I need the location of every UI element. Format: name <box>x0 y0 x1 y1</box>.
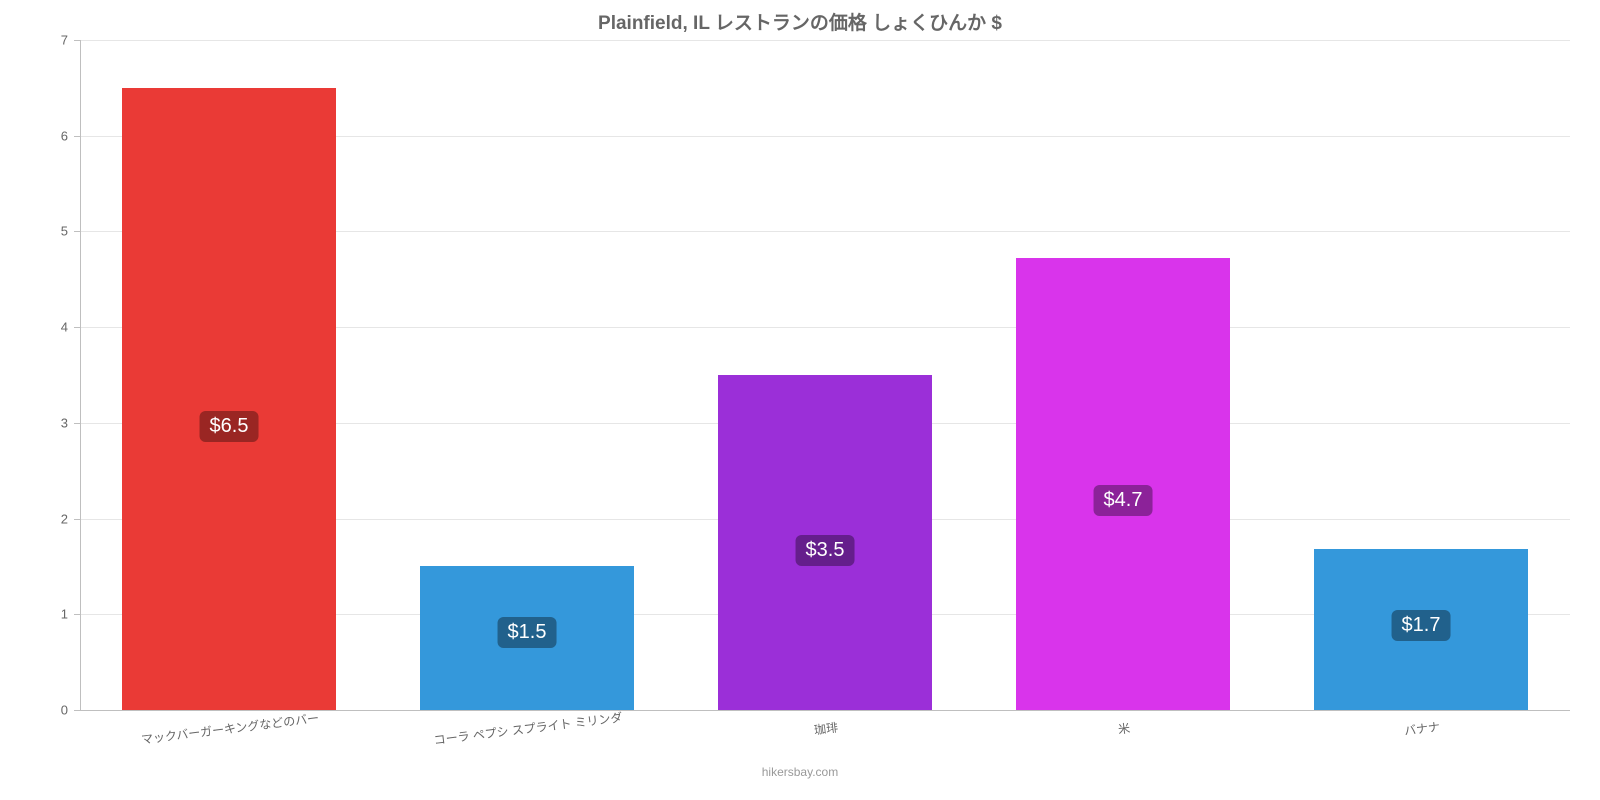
x-category-label: バナナ <box>1403 718 1441 739</box>
y-tick-label: 0 <box>28 703 68 718</box>
y-axis <box>80 40 81 710</box>
y-tick-label: 3 <box>28 415 68 430</box>
chart-title: Plainfield, IL レストランの価格 しょくひんか $ <box>0 8 1600 35</box>
value-badge: $3.5 <box>796 535 855 566</box>
x-category-label: 米 <box>1117 719 1131 737</box>
x-category-label: コーラ ペプシ スプライト ミリンダ <box>433 708 624 748</box>
bar <box>122 88 337 710</box>
value-badge: $6.5 <box>200 411 259 442</box>
y-tick-label: 2 <box>28 511 68 526</box>
attribution: hikersbay.com <box>0 765 1600 779</box>
y-tick-label: 7 <box>28 33 68 48</box>
bar-chart: Plainfield, IL レストランの価格 しょくひんか $ 0123456… <box>0 0 1600 800</box>
plot-area: 01234567$6.5マックバーガーキングなどのバー$1.5コーラ ペプシ ス… <box>80 40 1570 710</box>
value-badge: $1.5 <box>498 617 557 648</box>
grid-line <box>80 40 1570 41</box>
y-tick-label: 5 <box>28 224 68 239</box>
y-tick-label: 1 <box>28 607 68 622</box>
y-tick-label: 6 <box>28 128 68 143</box>
y-tick-label: 4 <box>28 320 68 335</box>
x-category-label: マックバーガーキングなどのバー <box>140 709 320 748</box>
value-badge: $1.7 <box>1392 610 1451 641</box>
x-category-label: 珈琲 <box>813 719 839 739</box>
value-badge: $4.7 <box>1094 485 1153 516</box>
